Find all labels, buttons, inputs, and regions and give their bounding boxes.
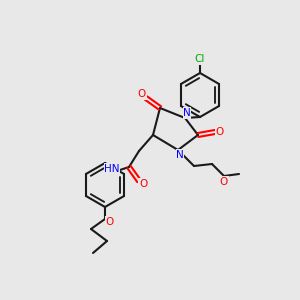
Text: O: O — [138, 89, 146, 99]
Text: HN: HN — [104, 164, 120, 174]
Text: Cl: Cl — [195, 54, 205, 64]
Text: O: O — [220, 177, 228, 187]
Text: O: O — [216, 127, 224, 137]
Text: O: O — [139, 179, 147, 189]
Text: N: N — [176, 150, 184, 160]
Text: O: O — [106, 217, 114, 227]
Text: N: N — [183, 108, 191, 118]
